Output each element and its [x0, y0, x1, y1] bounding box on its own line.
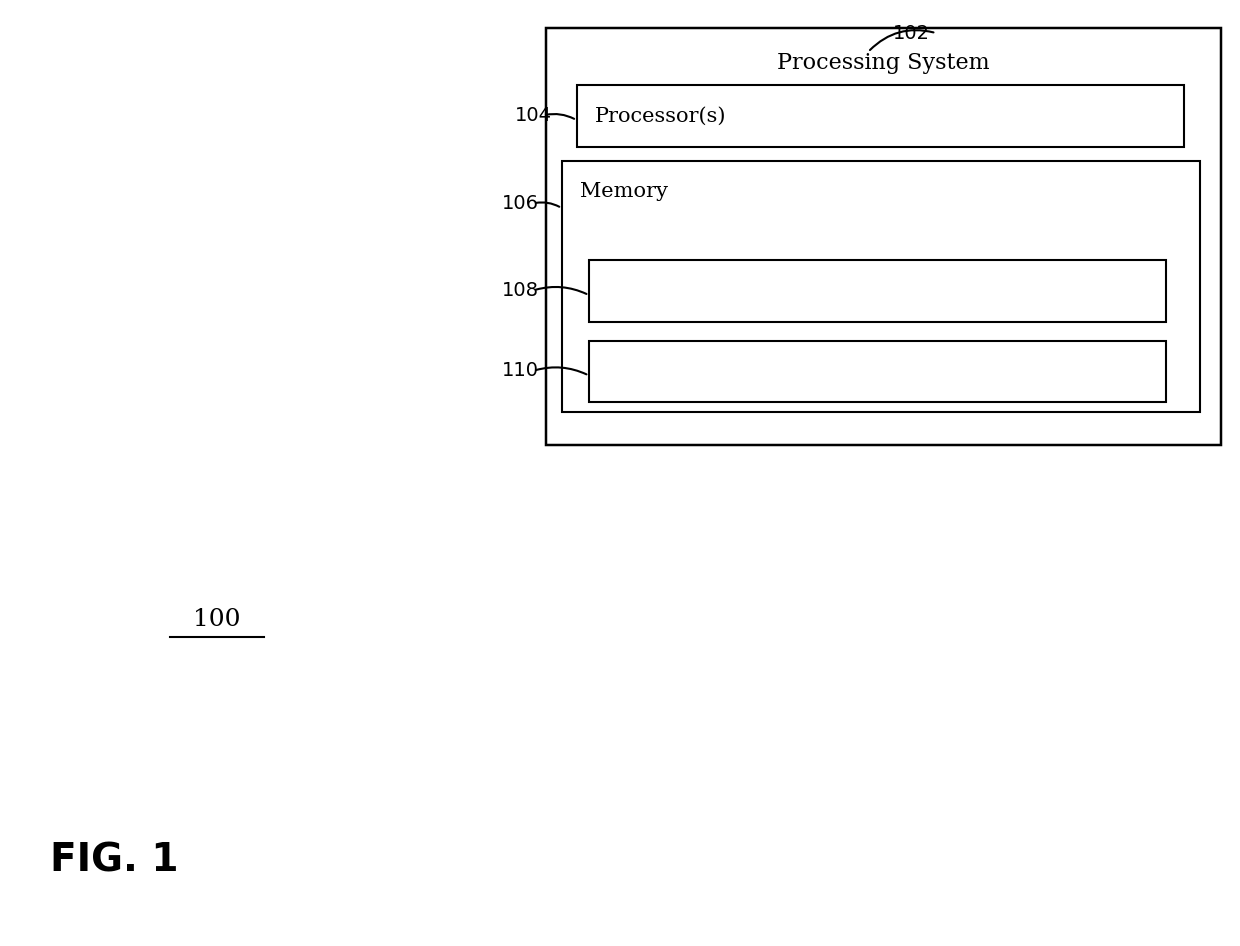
Text: 104: 104	[515, 106, 552, 125]
FancyBboxPatch shape	[562, 161, 1200, 412]
Text: Memory: Memory	[580, 182, 668, 201]
Text: 106: 106	[502, 194, 539, 213]
Text: Data: Data	[608, 361, 658, 381]
Text: 100: 100	[193, 608, 241, 631]
Text: FIG. 1: FIG. 1	[50, 842, 179, 880]
Text: Processor(s): Processor(s)	[595, 106, 727, 126]
Text: 102: 102	[893, 24, 930, 43]
Text: 110: 110	[502, 361, 539, 380]
Text: Processing System: Processing System	[777, 52, 990, 74]
Text: Instructions: Instructions	[608, 281, 735, 301]
FancyBboxPatch shape	[589, 260, 1166, 322]
Text: 108: 108	[502, 281, 539, 300]
FancyBboxPatch shape	[577, 85, 1184, 147]
FancyBboxPatch shape	[589, 341, 1166, 402]
FancyBboxPatch shape	[546, 28, 1221, 445]
